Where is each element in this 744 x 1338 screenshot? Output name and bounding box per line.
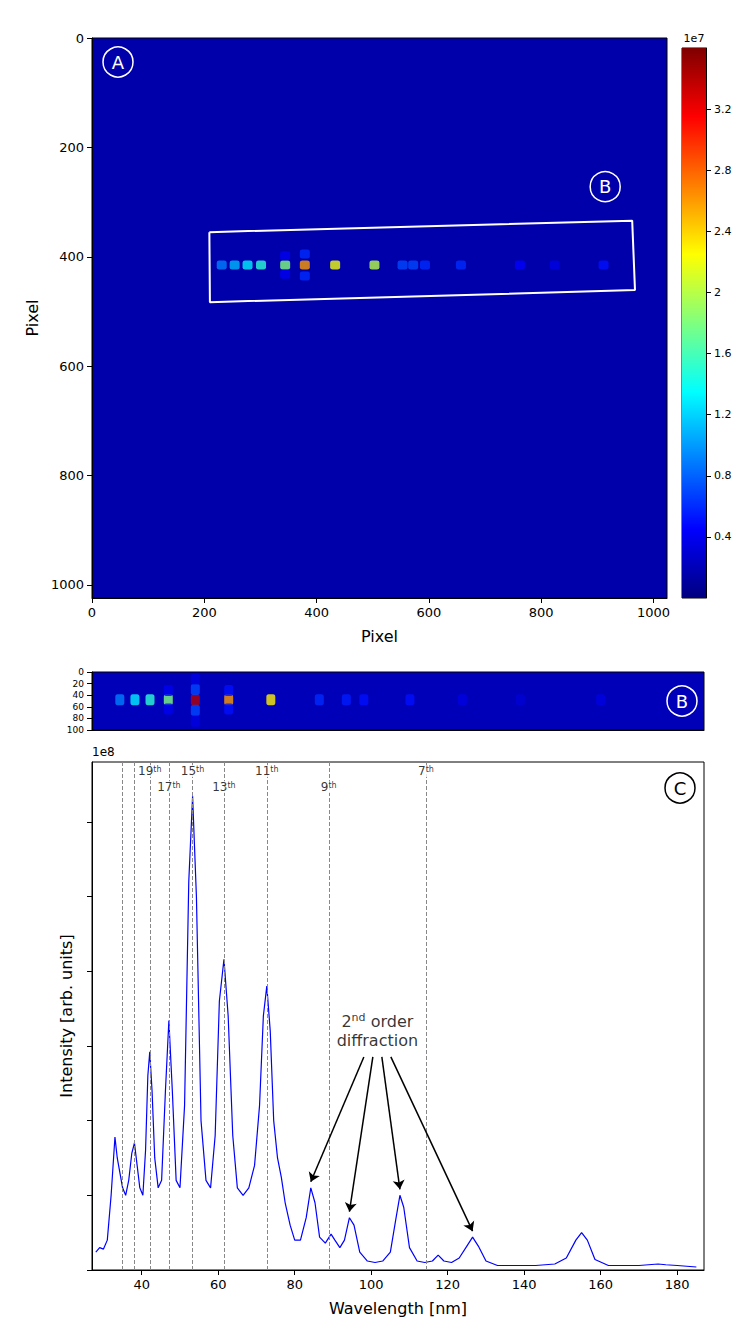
svg-text:Pixel: Pixel [23, 299, 42, 336]
svg-text:9: 9 [321, 780, 329, 794]
svg-text:7: 7 [418, 764, 426, 778]
svg-text:A: A [112, 52, 125, 73]
svg-text:200: 200 [192, 605, 217, 620]
svg-text:400: 400 [59, 249, 84, 264]
svg-text:B: B [599, 176, 611, 197]
svg-text:nd: nd [352, 1011, 366, 1024]
svg-text:order: order [366, 1012, 414, 1031]
svg-text:100: 100 [67, 725, 84, 735]
svg-text:1e7: 1e7 [684, 32, 705, 45]
svg-text:Pixel: Pixel [361, 627, 398, 646]
svg-text:15: 15 [181, 764, 196, 778]
svg-text:60: 60 [210, 1277, 227, 1292]
svg-text:20: 20 [73, 679, 85, 689]
svg-text:0: 0 [88, 605, 96, 620]
svg-text:60: 60 [73, 702, 85, 712]
svg-text:0: 0 [78, 667, 84, 677]
svg-text:400: 400 [304, 605, 329, 620]
svg-text:0.4: 0.4 [714, 530, 732, 543]
svg-text:2: 2 [714, 286, 721, 299]
svg-text:th: th [196, 765, 204, 774]
svg-text:140: 140 [512, 1277, 537, 1292]
svg-text:160: 160 [588, 1277, 613, 1292]
svg-text:1.6: 1.6 [714, 347, 732, 360]
svg-text:19: 19 [138, 764, 153, 778]
svg-text:40: 40 [73, 690, 85, 700]
svg-text:0.8: 0.8 [714, 469, 732, 482]
svg-text:17: 17 [157, 780, 172, 794]
svg-text:C: C [674, 778, 687, 799]
svg-text:2.8: 2.8 [714, 164, 732, 177]
svg-text:1000: 1000 [637, 605, 670, 620]
svg-text:0: 0 [76, 31, 84, 46]
svg-text:80: 80 [286, 1277, 303, 1292]
svg-text:B: B [676, 691, 688, 712]
svg-text:11: 11 [255, 764, 270, 778]
svg-text:th: th [270, 765, 278, 774]
svg-text:th: th [426, 765, 434, 774]
svg-text:3.2: 3.2 [714, 103, 732, 116]
svg-text:600: 600 [59, 359, 84, 374]
svg-text:1000: 1000 [51, 577, 84, 592]
svg-text:120: 120 [435, 1277, 460, 1292]
svg-text:100: 100 [359, 1277, 384, 1292]
svg-text:2.4: 2.4 [714, 225, 732, 238]
svg-text:1.2: 1.2 [714, 408, 732, 421]
svg-text:Wavelength [nm]: Wavelength [nm] [329, 1299, 467, 1318]
svg-text:800: 800 [529, 605, 554, 620]
svg-text:80: 80 [73, 713, 85, 723]
svg-text:diffraction: diffraction [337, 1031, 418, 1050]
svg-text:40: 40 [133, 1277, 150, 1292]
svg-text:200: 200 [59, 140, 84, 155]
svg-text:th: th [172, 781, 180, 790]
svg-text:th: th [153, 765, 161, 774]
svg-text:1e8: 1e8 [92, 745, 115, 759]
svg-text:180: 180 [665, 1277, 690, 1292]
svg-text:th: th [328, 781, 336, 790]
svg-text:600: 600 [417, 605, 442, 620]
svg-text:13: 13 [212, 780, 227, 794]
svg-text:2: 2 [341, 1012, 351, 1031]
svg-text:Intensity [arb. units]: Intensity [arb. units] [57, 934, 76, 1097]
svg-text:800: 800 [59, 468, 84, 483]
svg-text:th: th [227, 781, 235, 790]
